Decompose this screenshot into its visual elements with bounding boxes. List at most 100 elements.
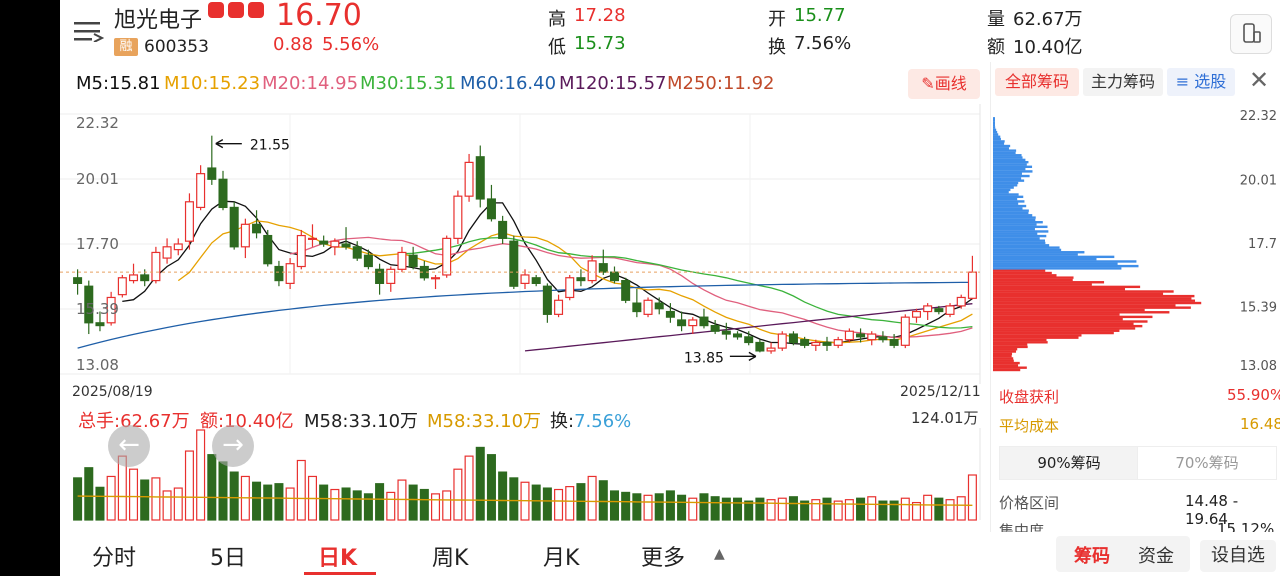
chip-bar [993, 267, 1122, 270]
volume-ma58-a: M58:33.10万 [304, 411, 419, 432]
chip-bar [993, 361, 1020, 365]
open-value: 15.77 [794, 5, 846, 26]
volume-bar [341, 487, 351, 521]
chip-bar [993, 165, 1033, 168]
chip-bar [993, 135, 1001, 138]
candle [464, 161, 474, 197]
chip-bar [993, 343, 1028, 346]
volume-bar [542, 487, 552, 521]
chip-y-tick: 20.01 [1240, 174, 1277, 189]
candle [151, 251, 161, 282]
candle [565, 277, 575, 299]
seg-70[interactable]: 70%筹码 [1137, 446, 1277, 480]
chip-distribution-chart: 22.32 20.01 17.7 15.39 13.08 [993, 109, 1277, 374]
chip-bar [993, 246, 1060, 249]
candle [867, 333, 877, 341]
volume-bar [609, 490, 619, 521]
tab-daily-k[interactable]: 日K [318, 546, 358, 571]
add-watchlist-button[interactable]: 设自选 [1200, 540, 1276, 572]
app-icon-2[interactable] [228, 2, 244, 18]
candle [117, 277, 127, 296]
more-up-icon[interactable]: ▲ [714, 546, 725, 562]
draw-line-button[interactable]: ✎画线 [908, 69, 980, 99]
volume-bar [844, 499, 854, 521]
close-icon[interactable]: ✕ [1249, 66, 1270, 94]
tab-intraday[interactable]: 分时 [92, 546, 137, 571]
ma250-label: M250:11.92 [667, 73, 775, 94]
quote-header: 旭光电子 融 600353 16.70 0.88 5.56% 高 17.28 低… [60, 0, 1280, 62]
chip-bar [993, 202, 1019, 205]
chip-bar [993, 257, 1097, 261]
volume-bar [833, 500, 843, 521]
chip-bar [993, 181, 1019, 185]
candle [632, 302, 642, 313]
candle [95, 322, 105, 327]
chip-bar [993, 214, 1033, 217]
chip-bar [993, 200, 1025, 203]
chip-bar [993, 294, 1195, 298]
app-icon-3[interactable] [248, 2, 264, 18]
chips-tab-select[interactable]: ≡ 选股 [1167, 68, 1235, 96]
candle [554, 299, 564, 315]
volume-bar [73, 477, 83, 521]
candle [766, 347, 776, 352]
prev-arrow-button[interactable]: ← [108, 425, 150, 467]
volume-bar [688, 497, 698, 521]
volume-bar [733, 497, 743, 521]
volume-bar [900, 497, 910, 521]
chips-tab-main[interactable]: 主力筹码 [1083, 68, 1163, 96]
tab-more[interactable]: 更多 [641, 546, 686, 571]
volume-bar [788, 496, 798, 521]
next-arrow-button[interactable]: → [212, 425, 254, 467]
candle [688, 319, 698, 327]
candle [844, 330, 854, 341]
candle [733, 333, 743, 338]
chip-bar [993, 239, 1045, 242]
y-tick-label: 17.70 [76, 235, 119, 253]
chip-bar [993, 336, 1079, 339]
app-icon-1[interactable] [208, 2, 224, 18]
volume-bar [408, 484, 418, 521]
chip-bar [993, 142, 1005, 145]
seg-90[interactable]: 90%筹码 [999, 446, 1139, 480]
chip-bar [993, 147, 1009, 150]
tab-5day[interactable]: 5日 [210, 546, 246, 571]
volume-bar [140, 479, 150, 521]
candle [520, 274, 530, 284]
y-tick-label: 15.39 [76, 300, 119, 318]
chips-button[interactable]: 筹码 [1074, 546, 1110, 567]
volume-bar [565, 486, 575, 521]
app-icons [208, 2, 278, 20]
chip-bar [993, 140, 1005, 143]
chip-bar [993, 271, 1052, 275]
candle [319, 240, 329, 245]
candle [945, 305, 955, 315]
funds-button[interactable]: 资金 [1138, 546, 1174, 567]
candle [777, 333, 787, 349]
chip-bar [993, 225, 1048, 229]
volume-bar [207, 454, 217, 521]
tab-weekly-k[interactable]: 周K [432, 546, 469, 571]
volume-chart[interactable] [60, 428, 985, 524]
volume-bar [464, 455, 474, 521]
volume-total: 总手:62.67万 [78, 411, 190, 432]
chip-bar [993, 209, 1029, 212]
chip-bar [993, 260, 1137, 263]
candle [218, 178, 228, 209]
chip-bar [993, 304, 1176, 307]
landscape-toggle-icon[interactable] [1230, 14, 1272, 54]
volume-bar [923, 494, 933, 521]
stock-code: 600353 [144, 37, 209, 57]
candle [196, 173, 206, 209]
tab-active-underline [304, 572, 376, 575]
chips-tab-all[interactable]: 全部筹码 [995, 68, 1079, 96]
volume-bar [554, 488, 564, 521]
tab-monthly-k[interactable]: 月K [543, 546, 580, 571]
menu-icon[interactable] [74, 20, 105, 43]
chip-bar [993, 299, 1196, 302]
candle [285, 263, 295, 284]
candle [665, 310, 675, 318]
chip-bar [993, 121, 995, 125]
candlestick-chart[interactable]: 22.32 20.01 17.70 15.39 13.08 2025/08/19 2025/… [60, 104, 985, 404]
chip-bar [993, 204, 1027, 208]
